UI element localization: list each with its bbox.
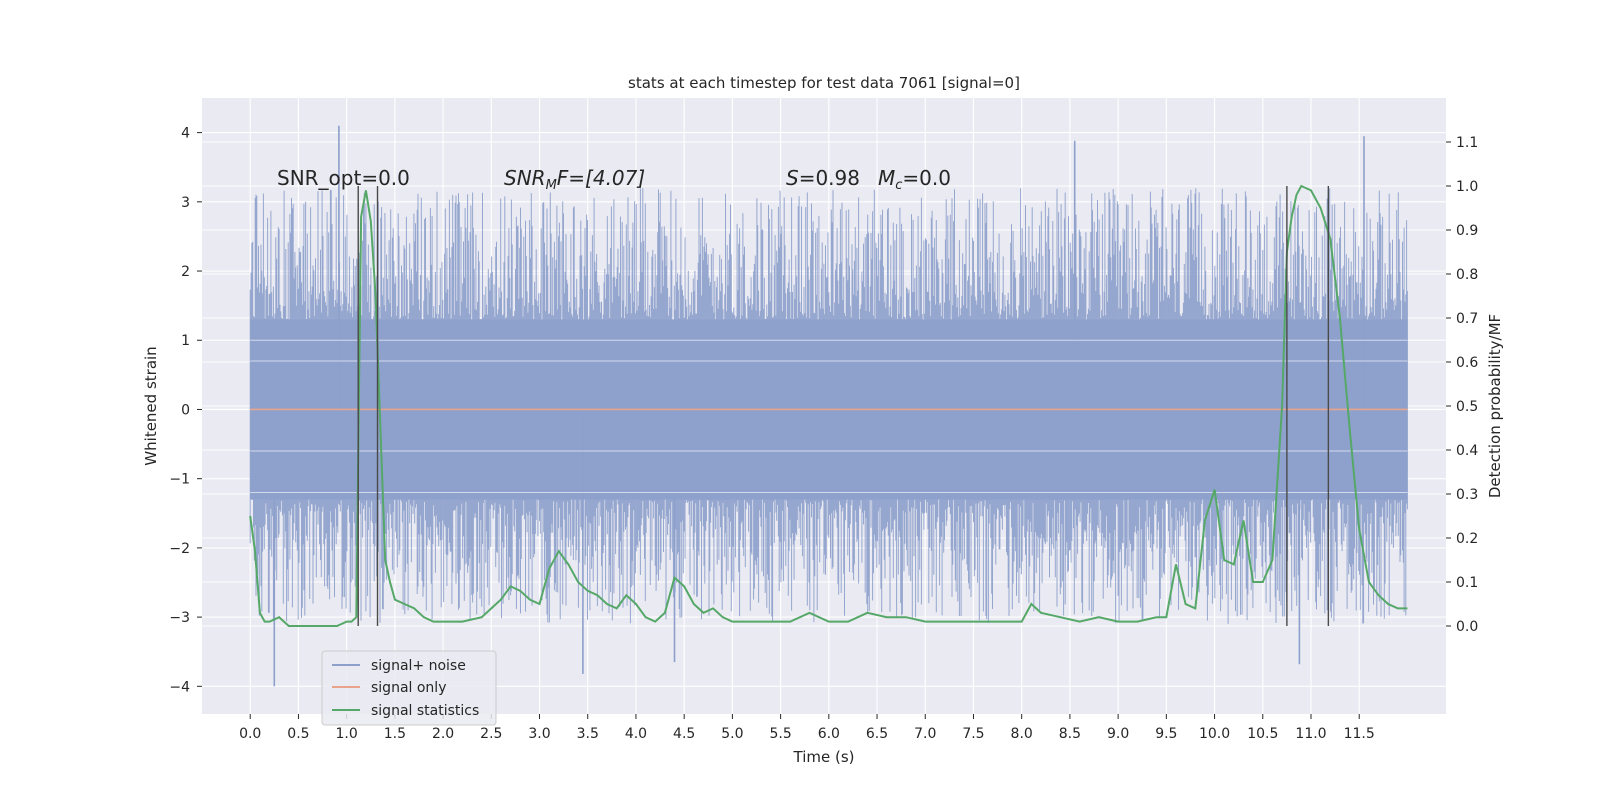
left-axis-label: Whitened strain: [142, 346, 160, 465]
left-axis-ticks: 4 3 2 1 0 −1 −2 −3 −4: [169, 126, 202, 695]
right-tick-label: 0.3: [1456, 487, 1478, 503]
x-tick-label: 9.5: [1155, 726, 1177, 742]
x-tick-label: 11.0: [1295, 726, 1326, 742]
chart-title: stats at each timestep for test data 706…: [628, 74, 1020, 92]
snr-mf-label: SNR: [504, 166, 546, 190]
right-tick-label: 0.1: [1456, 575, 1478, 591]
s-label: S: [786, 166, 799, 190]
legend-box: [321, 650, 497, 726]
x-tick-label: 7.5: [962, 726, 984, 742]
s-value: =0.98: [799, 166, 860, 190]
x-tick-label: 0.0: [239, 726, 261, 742]
left-tick-label: −3: [169, 610, 190, 626]
right-tick-label: 0.9: [1456, 223, 1478, 239]
legend: signal+ noise signal only signal statist…: [321, 650, 497, 726]
mc-value: =0.0: [902, 166, 951, 190]
x-tick-label: 4.0: [625, 726, 647, 742]
right-tick-label: 0.2: [1456, 531, 1478, 547]
x-tick-label: 6.5: [866, 726, 888, 742]
right-tick-label: 0.6: [1456, 355, 1478, 371]
x-tick-label: 11.5: [1344, 726, 1375, 742]
statistics-series: [249, 184, 1408, 627]
x-tick-label: 3.5: [577, 726, 599, 742]
right-axis-ticks: 1.1 1.0 0.9 0.8 0.7 0.6 0.5 0.4 0.3 0.2 0.1 0.0: [1446, 135, 1478, 635]
snr-mf-subscript: M: [546, 178, 557, 193]
right-tick-label: 0.5: [1456, 399, 1478, 415]
left-tick-label: −2: [169, 541, 190, 557]
right-tick-label: 0.8: [1456, 267, 1478, 283]
annotation-snr-opt: SNR_opt=0.0: [277, 166, 410, 190]
annotation-snr-mf: SNRMF=[4.07]: [504, 166, 645, 193]
annotation-s-mc: S=0.98 Mc=0.0: [786, 166, 951, 193]
mc-label: M: [878, 166, 895, 190]
right-tick-label: 1.1: [1456, 135, 1478, 151]
left-tick-label: 4: [181, 126, 190, 142]
right-tick-label: 0.0: [1456, 619, 1478, 635]
left-tick-label: 3: [181, 195, 190, 211]
x-tick-label: 0.5: [287, 726, 309, 742]
legend-label-stats: signal statistics: [371, 703, 479, 719]
statistics-line: [249, 184, 1408, 627]
x-tick-label: 9.0: [1107, 726, 1129, 742]
x-tick-label: 8.5: [1059, 726, 1081, 742]
left-tick-label: 1: [181, 333, 190, 349]
x-axis-label: Time (s): [793, 748, 855, 766]
snr-mf-rest: F=[4.07]: [557, 166, 645, 190]
x-tick-label: 3.0: [528, 726, 550, 742]
marker-lines: [357, 186, 1330, 626]
right-axis-label: Detection probability/MF: [1486, 314, 1504, 498]
x-tick-label: 4.5: [673, 726, 695, 742]
mc-subscript: c: [895, 178, 902, 193]
noise-peaks: [273, 125, 1365, 687]
x-tick-label: 10.5: [1247, 726, 1278, 742]
right-tick-label: 0.7: [1456, 311, 1478, 327]
right-tick-label: 0.4: [1456, 443, 1478, 459]
left-tick-label: −4: [169, 679, 190, 695]
x-tick-label: 2.0: [432, 726, 454, 742]
legend-label-noise: signal+ noise: [371, 658, 466, 674]
right-tick-label: 1.0: [1456, 179, 1478, 195]
x-tick-label: 7.0: [914, 726, 936, 742]
x-tick-label: 8.0: [1011, 726, 1033, 742]
x-tick-label: 6.0: [818, 726, 840, 742]
legend-label-signal: signal only: [371, 680, 446, 696]
x-axis-ticks: 0.0 0.5 1.0 1.5 2.0 2.5 3.0 3.5 4.0 4.5 5.0 5.5 6.0 6…: [239, 714, 1375, 742]
left-tick-label: 2: [181, 264, 190, 280]
x-tick-label: 10.0: [1199, 726, 1230, 742]
left-tick-label: 0: [181, 402, 190, 418]
x-tick-label: 5.0: [721, 726, 743, 742]
x-tick-label: 5.5: [769, 726, 791, 742]
x-tick-label: 2.5: [480, 726, 502, 742]
x-tick-label: 1.5: [384, 726, 406, 742]
x-tick-label: 1.0: [336, 726, 358, 742]
left-tick-label: −1: [169, 472, 190, 488]
